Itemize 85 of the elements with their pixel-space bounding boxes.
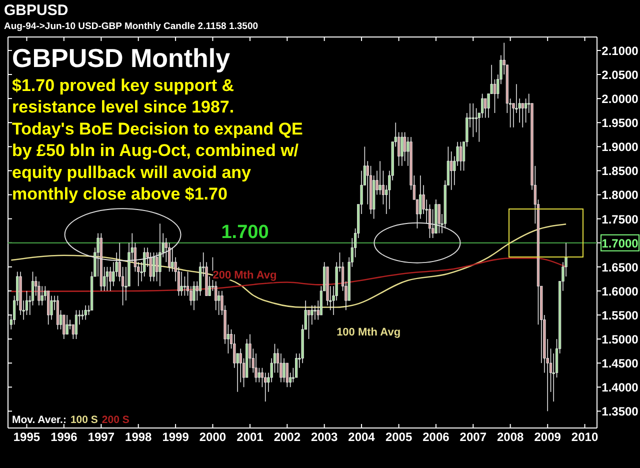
candlestick [74,310,78,340]
candlestick [158,223,162,287]
candlestick [314,304,316,320]
annotation: Mov. Aver.: [12,414,66,426]
annotation: resistance level since 1987. [12,98,234,117]
x-tick-label: 2001 [236,430,264,444]
x-tick-label: 1996 [50,430,78,444]
candlestick [84,304,87,320]
candlestick [183,276,186,296]
x-tick-label: 2006 [422,430,450,444]
candlestick [233,334,236,368]
candlestick [378,160,382,196]
annotation: $1.70 proved key support & [12,76,234,95]
candlestick [152,252,156,282]
candlestick [106,266,109,292]
y-tick-label: 1.7500 [602,212,639,226]
y-tick-label: 1.5000 [602,332,639,347]
candlestick [472,102,474,138]
x-tick-label: 2007 [460,430,487,444]
candlestick [40,286,44,306]
y-tick-label: 1.9500 [602,116,639,130]
x-tick-label: 2003 [310,430,338,444]
x-tick-label: 2010 [571,430,598,444]
chart-title: GBPUSD [4,2,68,19]
candlestick [428,204,432,238]
candlestick [192,280,196,311]
annotation: Today's BoE Decision to expand QE [12,119,303,138]
annotation: equity pullback will avoid any [12,162,252,182]
y-tick-label: 1.6000 [602,284,639,298]
candlestick [156,252,158,282]
candlestick [481,93,484,118]
annotation: by £50 bln in Aug-Oct, combined w/ [12,141,299,160]
candlestick [524,98,528,124]
y-tick-label: 1.8500 [602,164,639,178]
x-tick-label: 2002 [274,430,301,444]
y-tick-label: 1.9000 [602,140,639,154]
ref-line-label: 1.700 [221,222,269,243]
y-tick-label: 2.1000 [602,44,639,58]
chart-subtitle: Aug-94->Jun-10 USD-GBP Monthly Candle 2.1158 1.3500 [4,21,258,32]
candlestick [419,175,422,220]
candlestick [459,141,462,172]
candlestick [109,266,112,292]
y-tick-label: 1.4000 [602,380,639,395]
x-tick-label: 2009 [534,430,562,444]
candlestick [521,102,524,128]
line-series [10,223,567,308]
candlestick [258,367,260,383]
x-tick-label: 1998 [125,430,152,444]
series-label: 100 Mth Avg [336,326,401,338]
y-tick-label: 1.7000 [602,236,639,250]
candlestick [38,280,40,306]
x-tick-label: 2005 [385,430,412,444]
candlestick [180,271,183,296]
candlestick [168,242,171,272]
candlestick [450,151,453,190]
candlestick [400,132,404,166]
x-tick-label: 2004 [348,430,376,444]
candlestick [438,204,440,234]
y-tick-label: 1.4500 [602,356,639,371]
x-tick-label: 2000 [199,430,226,444]
y-tick-label: 1.3500 [602,404,639,419]
candlestick [239,348,242,383]
candlestick [171,247,174,272]
annotation: 100 S [70,414,98,426]
y-tick-label: 1.6500 [602,260,639,274]
candlestick [310,304,314,325]
y-tick-label: 1.5500 [602,308,639,322]
candlestick [282,358,286,383]
x-tick-label: 2008 [496,430,524,444]
y-tick-label: 1.8000 [602,188,639,202]
annotation: GBPUSD Monthly [12,43,231,73]
x-tick-label: 1999 [162,430,190,444]
x-tick-label: 1995 [13,430,40,444]
annotation: 200 S [102,414,130,426]
candlestick [307,310,310,340]
candlestick [66,314,68,335]
y-tick-label: 2.0500 [602,68,639,82]
candlestick [264,372,267,402]
candlestick [81,310,84,320]
candlestick [286,362,288,388]
line-series [10,258,567,292]
y-tick-label: 2.0000 [602,92,639,106]
candlestick [493,78,496,114]
annotation: monthly close above $1.70 [12,184,228,204]
x-tick-label: 1997 [88,430,115,444]
